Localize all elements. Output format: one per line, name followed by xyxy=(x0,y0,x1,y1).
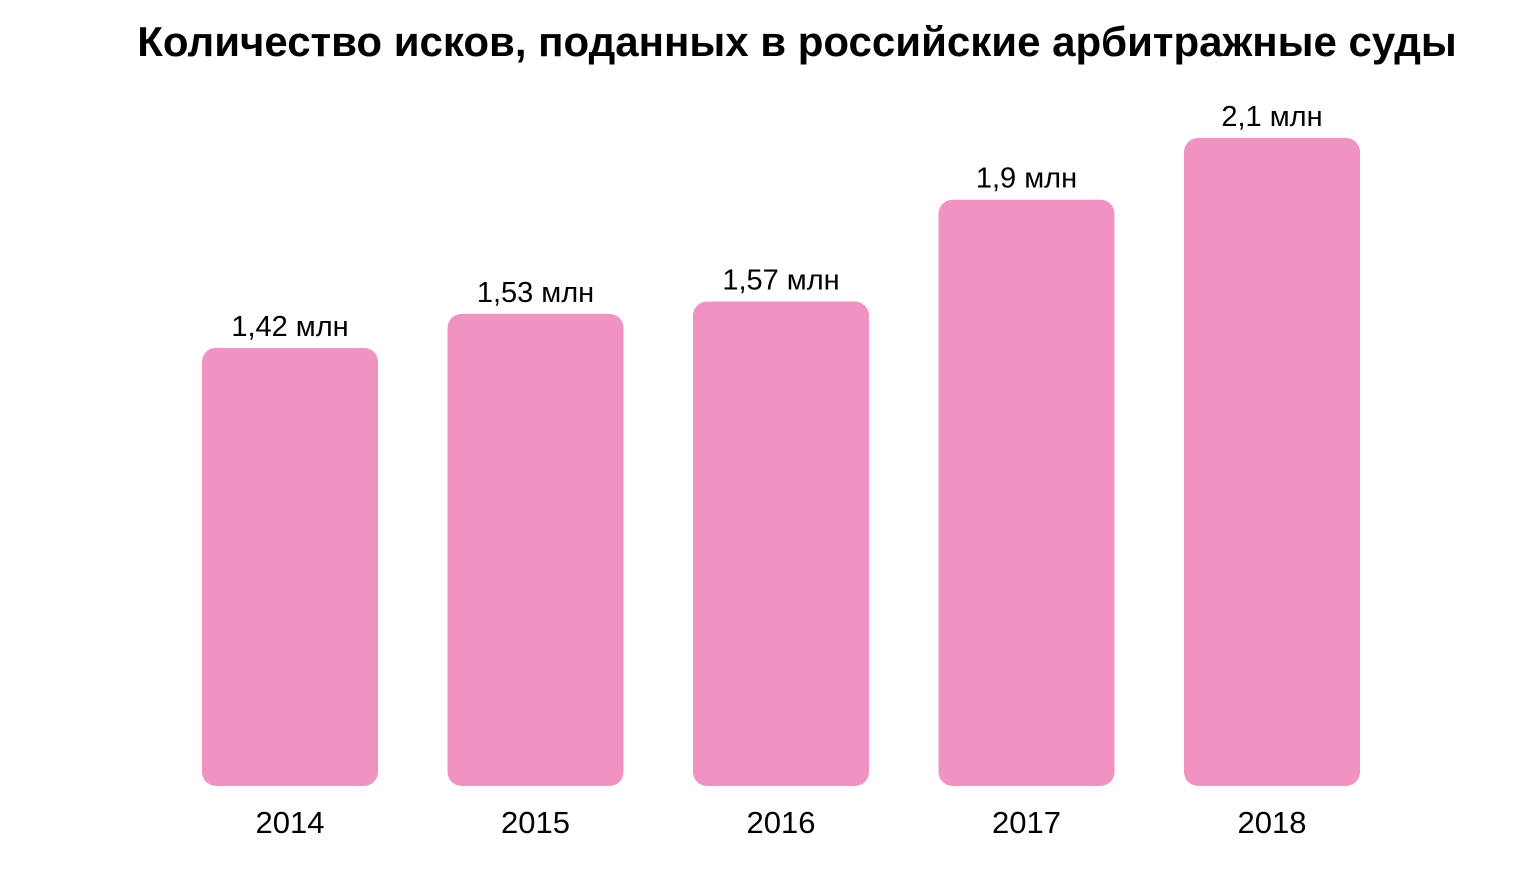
chart-title: Количество исков, поданных в российские … xyxy=(137,18,1457,65)
x-tick-label-2015: 2015 xyxy=(501,805,570,840)
x-tick-label-2017: 2017 xyxy=(992,805,1061,840)
value-labels-layer: 1,42 млн 1,53 млн 1,57 млн 1,9 млн 2,1 млн xyxy=(231,101,1322,343)
bar-2015 xyxy=(447,313,624,786)
value-label-2018: 2,1 млн xyxy=(1221,101,1322,133)
value-label-2017: 1,9 млн xyxy=(976,163,1077,195)
x-tick-label-2014: 2014 xyxy=(256,805,325,840)
bar-2016 xyxy=(693,301,869,786)
x-tick-label-2016: 2016 xyxy=(747,805,816,840)
bar-2014 xyxy=(202,347,378,786)
x-tick-label-2018: 2018 xyxy=(1238,805,1307,840)
value-label-2015: 1,53 млн xyxy=(477,277,594,309)
bar-2018 xyxy=(1184,138,1360,786)
bar-2017 xyxy=(938,199,1115,786)
value-label-2014: 1,42 млн xyxy=(231,311,348,343)
tick-labels-layer: 2014 2015 2016 2017 2018 xyxy=(256,805,1307,840)
bars-layer xyxy=(202,138,1360,786)
value-label-2016: 1,57 млн xyxy=(722,265,839,297)
